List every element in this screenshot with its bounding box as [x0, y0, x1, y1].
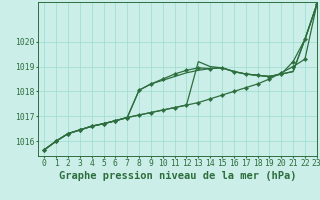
X-axis label: Graphe pression niveau de la mer (hPa): Graphe pression niveau de la mer (hPa) [59, 171, 296, 181]
